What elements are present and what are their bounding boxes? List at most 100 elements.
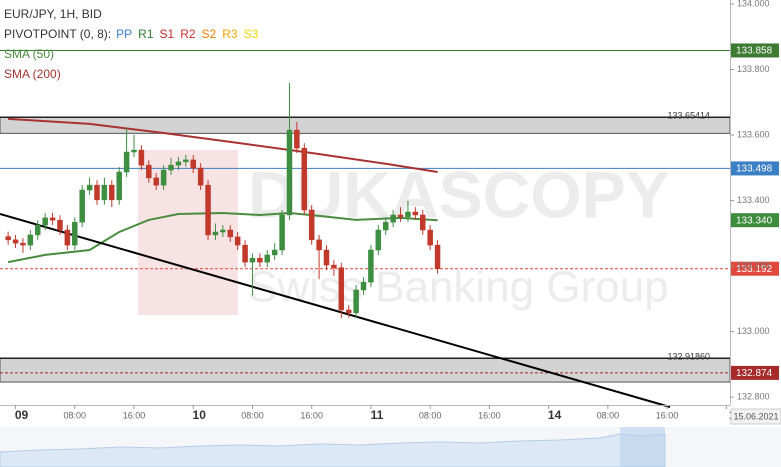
candle-body bbox=[123, 151, 130, 173]
candle-body bbox=[360, 281, 367, 291]
watermark-text: Swiss Banking Group bbox=[248, 263, 669, 312]
x-tick-label: 08:00 bbox=[64, 410, 87, 420]
y-tick-label: 132.800 bbox=[737, 392, 770, 402]
y-tick-label: 133.400 bbox=[737, 195, 770, 205]
x-tick-label: 08:00 bbox=[419, 410, 442, 420]
candle-body bbox=[353, 289, 359, 314]
legend-entry: R2 bbox=[180, 27, 196, 41]
y-tick-label: 134.000 bbox=[737, 0, 770, 8]
candle-body bbox=[323, 249, 330, 266]
candle-body bbox=[86, 184, 93, 191]
candle-body bbox=[397, 214, 404, 218]
candle-body bbox=[375, 229, 382, 251]
level-label: 132.91860 bbox=[667, 352, 710, 362]
cursor-date-box bbox=[730, 408, 781, 425]
level-price-box bbox=[731, 213, 779, 228]
candle-body bbox=[412, 211, 419, 216]
candle-body bbox=[79, 189, 85, 223]
level-price-label: 133.340 bbox=[736, 215, 773, 226]
level-price-label: 132.874 bbox=[736, 368, 773, 379]
chart-title: EUR/JPY, 1H, BID bbox=[4, 7, 102, 21]
x-tick-label: 10 bbox=[193, 408, 207, 422]
navigator bbox=[0, 427, 781, 467]
candle-body bbox=[5, 236, 11, 241]
indicator-line bbox=[8, 117, 438, 173]
candle-body bbox=[271, 249, 278, 256]
legend-entry: S1 bbox=[160, 27, 175, 41]
y-tick-label: 133.200 bbox=[737, 260, 770, 270]
level-band bbox=[0, 357, 731, 383]
candle-body bbox=[64, 229, 71, 246]
candle-body bbox=[242, 244, 248, 263]
x-tick-label: 16:00 bbox=[656, 410, 679, 420]
candle-body bbox=[294, 129, 300, 149]
candle-body bbox=[419, 214, 426, 231]
x-tick-label: 16:00 bbox=[478, 410, 501, 420]
candle-body bbox=[331, 264, 337, 268]
legend-entry: R1 bbox=[138, 27, 154, 41]
level-label: 133.65414 bbox=[667, 111, 710, 121]
legend-entry: SMA (50) bbox=[4, 47, 54, 61]
candle-body bbox=[205, 184, 211, 236]
x-tick-label: 11 bbox=[371, 408, 384, 422]
x-tick-label: 16:00 bbox=[123, 410, 146, 420]
level-price-label: 133.192 bbox=[736, 264, 773, 275]
candle-body bbox=[131, 149, 137, 153]
y-tick-label: 133.800 bbox=[737, 64, 770, 74]
x-tick-label: 09 bbox=[15, 408, 29, 422]
candle-body bbox=[183, 159, 189, 163]
level-price-label: 133.498 bbox=[736, 164, 773, 175]
watermark-logo bbox=[138, 150, 238, 315]
candle-body bbox=[175, 161, 182, 166]
indicator-line bbox=[7, 211, 438, 264]
candle-body bbox=[434, 244, 441, 269]
candle-body bbox=[345, 309, 352, 314]
candle-body bbox=[257, 257, 263, 263]
candle-body bbox=[35, 224, 41, 236]
candle-body bbox=[27, 234, 34, 246]
legend-entry: PP bbox=[116, 27, 132, 41]
candle-body bbox=[308, 209, 315, 241]
candle-body bbox=[160, 169, 167, 186]
watermark-text: DUKASCOPY bbox=[248, 157, 670, 231]
level-band bbox=[0, 116, 731, 134]
watermark: DUKASCOPY Swiss Banking Group bbox=[138, 150, 670, 315]
candle-body bbox=[94, 184, 100, 201]
candle-body bbox=[190, 159, 196, 169]
candle-body bbox=[286, 129, 293, 216]
candle-body bbox=[316, 239, 322, 251]
level-price-box bbox=[731, 365, 779, 380]
axes: 133.858 133.498 133.340 133.192 132.874 134.0… bbox=[15, 0, 781, 425]
candle-body bbox=[138, 149, 145, 166]
indicator-label: PIVOTPOINT (0, 8): bbox=[4, 27, 111, 41]
trend-line bbox=[0, 213, 671, 408]
legend-entry: SMA (200) bbox=[4, 67, 61, 81]
x-tick-label: 14 bbox=[548, 408, 562, 422]
candle-body bbox=[109, 184, 115, 201]
candle-body bbox=[405, 211, 411, 218]
candle-body bbox=[197, 167, 204, 186]
x-tick-label: 08:00 bbox=[597, 410, 620, 420]
candle-body bbox=[301, 147, 308, 211]
legend-entry: S2 bbox=[202, 27, 217, 41]
y-tick-label: 133.600 bbox=[737, 129, 770, 139]
candle-body bbox=[212, 231, 219, 236]
candle-body bbox=[368, 249, 374, 283]
level-price-label: 133.858 bbox=[736, 46, 773, 57]
header: EUR/JPY, 1H, BID PIVOTPOINT (0, 8): PP R1 S1… bbox=[4, 7, 259, 81]
candle-body bbox=[227, 229, 234, 238]
candle-body bbox=[279, 214, 285, 251]
x-tick-label: 16:00 bbox=[300, 410, 323, 420]
candle-body bbox=[249, 257, 256, 263]
y-tick-label: 133.000 bbox=[737, 326, 770, 336]
candle-body bbox=[168, 164, 174, 171]
candle-body bbox=[116, 171, 122, 201]
candle-body bbox=[382, 221, 389, 231]
x-tick-label: 08:00 bbox=[241, 410, 264, 420]
navigator-window[interactable] bbox=[620, 427, 665, 467]
candle-body bbox=[234, 236, 241, 246]
legend-entry: S3 bbox=[244, 27, 259, 41]
candle-body bbox=[42, 217, 48, 226]
